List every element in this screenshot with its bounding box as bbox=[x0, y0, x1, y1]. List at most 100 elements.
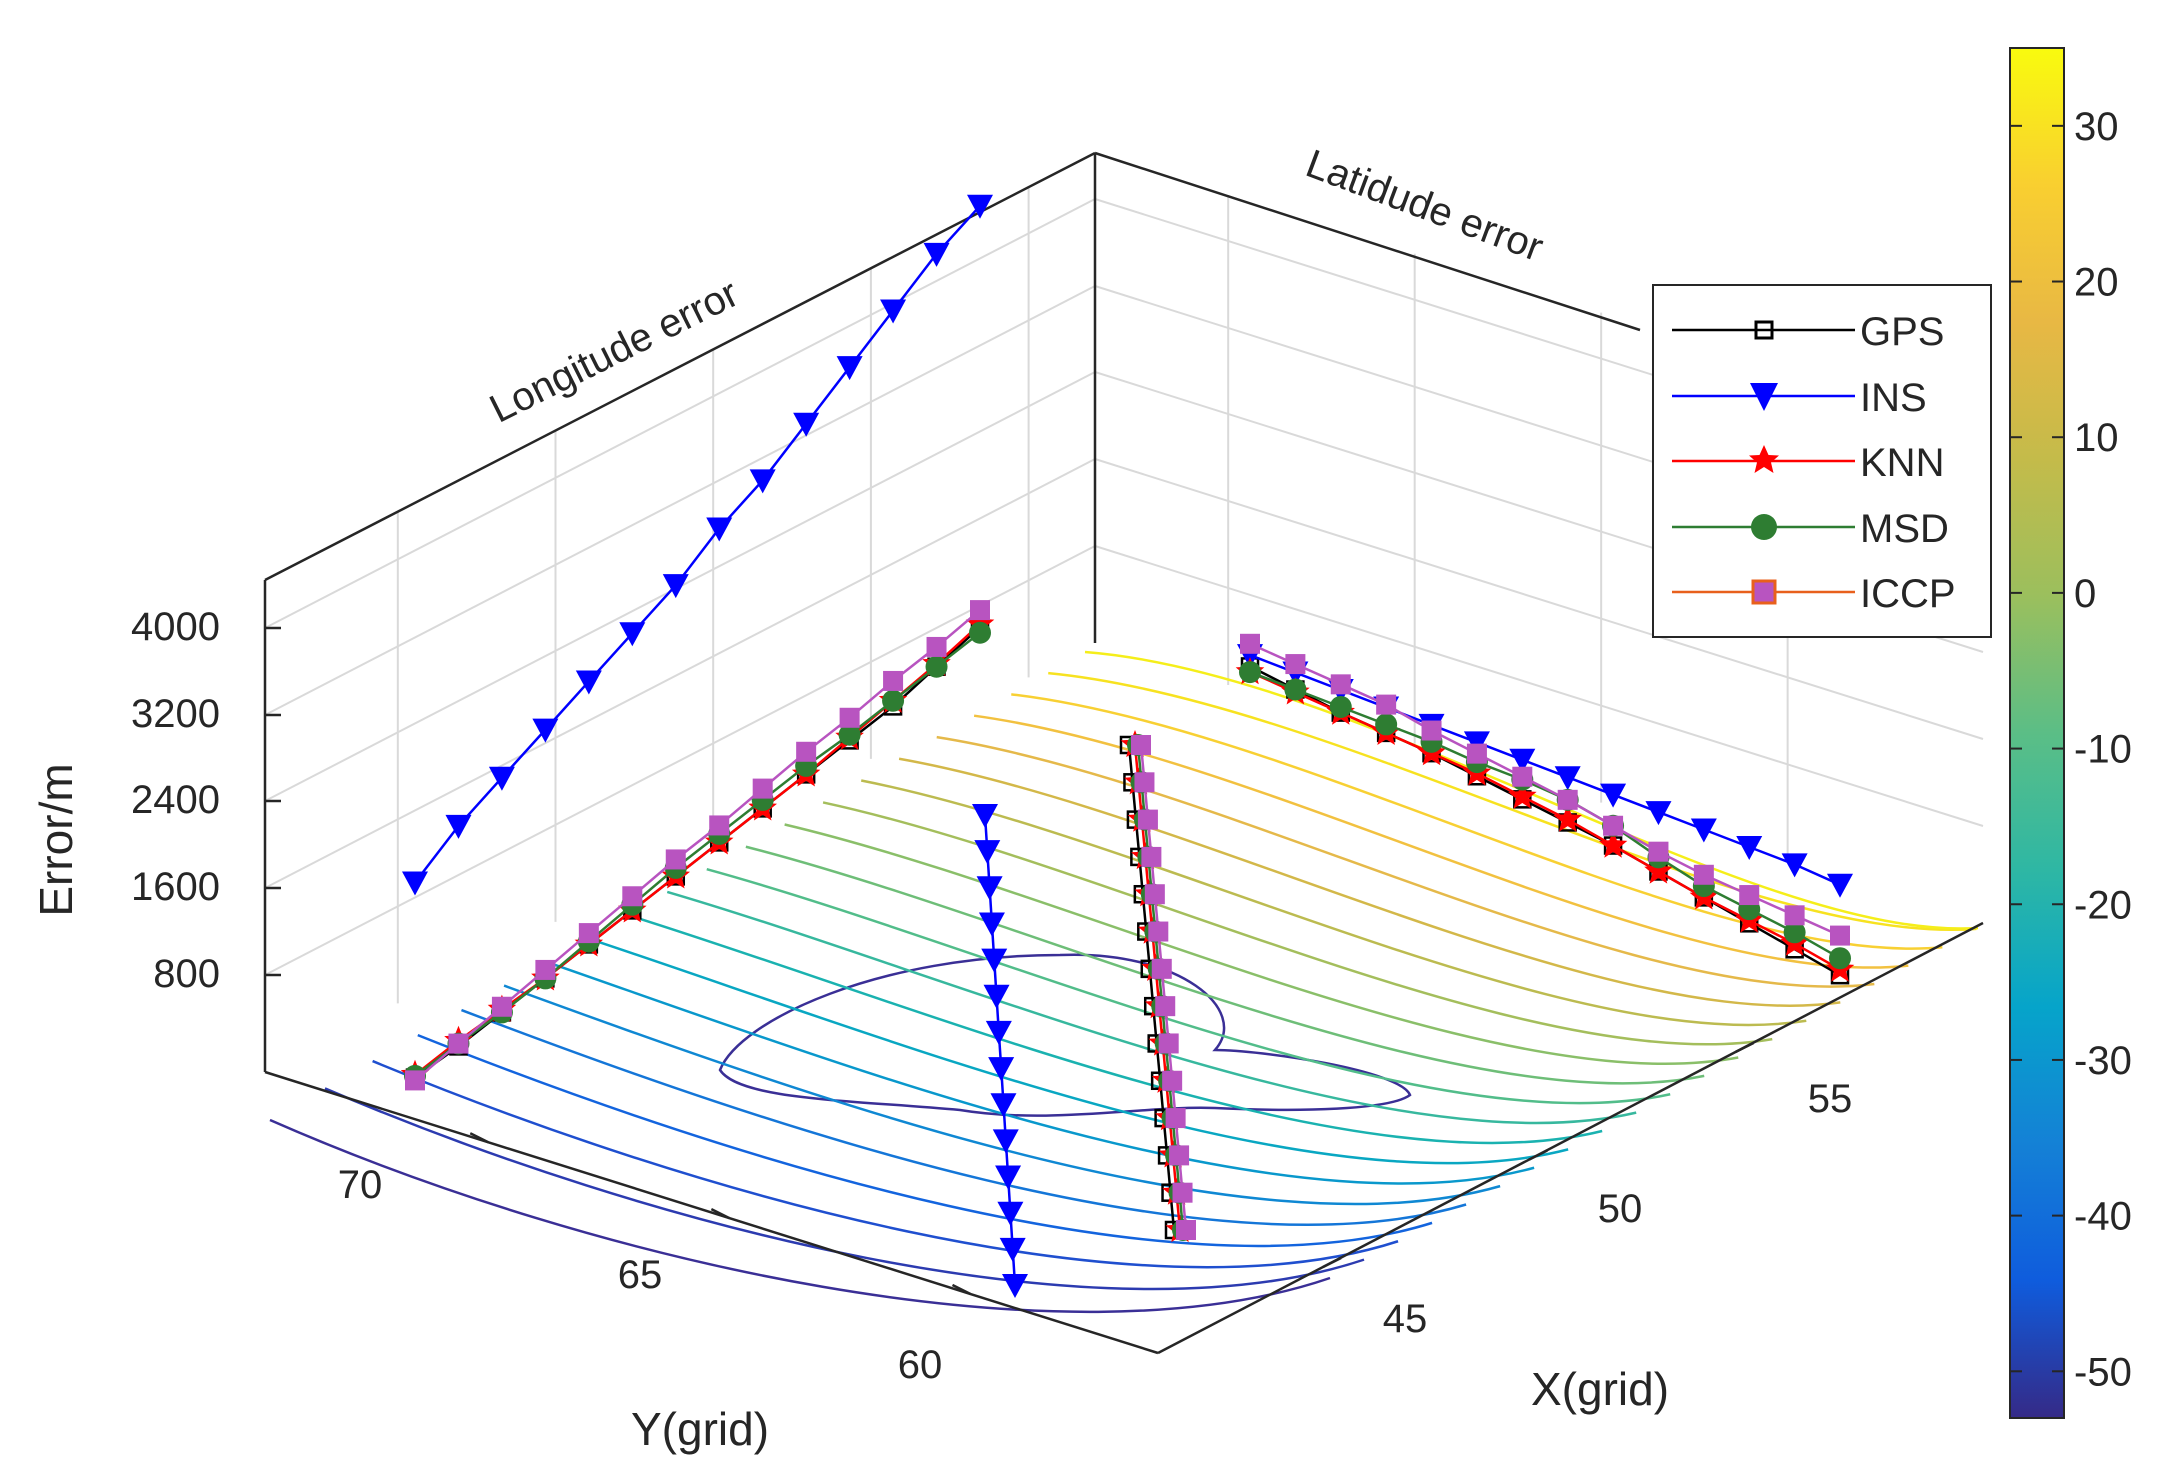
data-point bbox=[988, 1057, 1015, 1082]
data-point bbox=[752, 778, 773, 799]
data-point bbox=[983, 984, 1010, 1009]
colorbar-tick-label: -30 bbox=[2074, 1039, 2132, 1083]
data-point bbox=[972, 804, 998, 828]
data-point bbox=[838, 723, 861, 746]
legend-marker bbox=[1751, 579, 1777, 605]
data-point bbox=[976, 876, 1003, 901]
colorbar-tick-label: 0 bbox=[2074, 572, 2096, 616]
legend-label: KNN bbox=[1860, 441, 1944, 485]
colorbar-tick-label: -10 bbox=[2074, 728, 2132, 772]
y-tick-label: 65 bbox=[618, 1253, 663, 1297]
x-tick-label: 55 bbox=[1808, 1077, 1853, 1121]
y-axis: 60 65 70 bbox=[338, 1163, 943, 1387]
data-point bbox=[749, 469, 776, 494]
data-point bbox=[1509, 748, 1536, 773]
contour-line bbox=[372, 1059, 1399, 1269]
legend-entry-iccp: ICCP bbox=[1672, 572, 1956, 616]
data-point bbox=[1176, 1220, 1196, 1240]
data-point bbox=[997, 1201, 1024, 1226]
data-point bbox=[1553, 804, 1582, 832]
data-point bbox=[883, 670, 904, 691]
data-point bbox=[1466, 743, 1487, 764]
contour-line bbox=[461, 1008, 1467, 1227]
data-point bbox=[1736, 835, 1763, 860]
data-point bbox=[970, 600, 990, 621]
data-point bbox=[535, 959, 556, 980]
contour-line bbox=[784, 823, 1739, 1066]
data-point bbox=[1421, 720, 1442, 741]
tick-mark bbox=[710, 1208, 730, 1220]
data-point bbox=[706, 517, 733, 542]
gridline bbox=[264, 458, 1096, 889]
x-axis: 45 50 55 bbox=[1383, 1077, 1853, 1341]
data-point bbox=[1783, 921, 1806, 944]
contour-line bbox=[745, 845, 1705, 1085]
data-point bbox=[923, 242, 950, 267]
data-point bbox=[1141, 846, 1162, 867]
colorbar-tick-label: -40 bbox=[2074, 1195, 2132, 1239]
data-point bbox=[926, 636, 947, 657]
data-point bbox=[1693, 864, 1714, 885]
contour-line bbox=[586, 936, 1569, 1165]
z-tick-label: 3200 bbox=[131, 692, 220, 736]
tick-mark bbox=[951, 1283, 972, 1296]
legend-entry-ins: INS bbox=[1672, 376, 1927, 420]
data-point bbox=[1512, 766, 1533, 787]
data-point bbox=[491, 996, 512, 1017]
legend-entry-knn: KNN bbox=[1672, 441, 1944, 485]
data-point bbox=[1827, 873, 1853, 898]
data-point bbox=[967, 194, 993, 219]
contour-line bbox=[898, 757, 1841, 1007]
data-point bbox=[662, 574, 689, 599]
contour-line bbox=[1084, 650, 1979, 930]
colorbar-tick-label: -20 bbox=[2074, 883, 2132, 927]
contour-line bbox=[860, 779, 1807, 1027]
contour-line bbox=[973, 714, 1909, 969]
gridline bbox=[264, 198, 1096, 629]
z-tick-label: 1600 bbox=[131, 865, 220, 909]
legend-label: ICCP bbox=[1860, 572, 1956, 616]
series-iccp bbox=[405, 600, 1850, 1240]
contour-line bbox=[417, 1033, 1433, 1248]
z-tick-label: 2400 bbox=[131, 778, 220, 822]
data-point bbox=[578, 923, 599, 944]
data-point bbox=[1155, 996, 1176, 1017]
contour-line bbox=[936, 735, 1875, 988]
data-point bbox=[1137, 809, 1158, 830]
data-point bbox=[1603, 815, 1624, 836]
contour-line bbox=[718, 953, 1412, 1117]
gridline bbox=[1094, 458, 1984, 740]
legend-marker bbox=[1751, 514, 1777, 540]
data-point bbox=[1131, 735, 1151, 755]
data-point bbox=[1829, 947, 1851, 970]
contour-line bbox=[706, 867, 1671, 1105]
data-point bbox=[1375, 713, 1398, 736]
contour-line bbox=[545, 960, 1535, 1185]
data-point bbox=[1240, 633, 1260, 654]
data-point bbox=[448, 1033, 469, 1054]
data-point bbox=[978, 912, 1005, 937]
z-tick-label: 4000 bbox=[131, 605, 220, 649]
data-point bbox=[1002, 1274, 1028, 1298]
legend-marker bbox=[1750, 383, 1778, 411]
data-point bbox=[796, 741, 817, 762]
data-point bbox=[575, 670, 602, 695]
data-point bbox=[1600, 783, 1627, 808]
data-point bbox=[981, 948, 1008, 973]
data-point bbox=[405, 1070, 425, 1091]
data-point bbox=[1162, 1070, 1183, 1091]
gridline bbox=[264, 545, 1096, 976]
contour-line bbox=[626, 913, 1603, 1145]
data-point bbox=[1463, 731, 1490, 756]
axes-box bbox=[263, 151, 1984, 1355]
tick-mark bbox=[1322, 1256, 1342, 1269]
data-point bbox=[445, 814, 472, 839]
legend-label: MSD bbox=[1860, 507, 1949, 551]
data-point bbox=[1284, 678, 1307, 701]
data-point bbox=[995, 1165, 1022, 1190]
colorbar-tick-label: 30 bbox=[2074, 105, 2119, 149]
data-point bbox=[1644, 856, 1673, 884]
data-point bbox=[925, 655, 948, 678]
legend-marker bbox=[1749, 445, 1779, 473]
